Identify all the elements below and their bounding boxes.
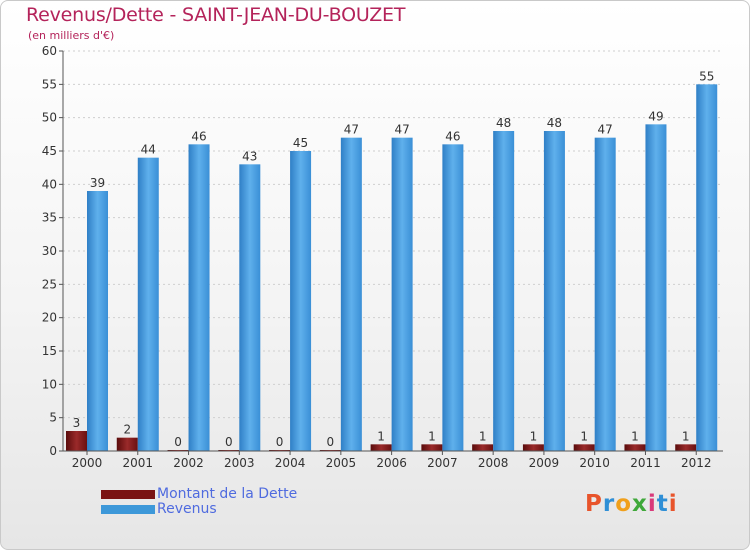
bar-revenus: [645, 124, 667, 451]
data-label-revenus: 47: [598, 123, 613, 137]
bar-revenus: [188, 144, 210, 452]
bar-revenus: [442, 144, 464, 452]
data-label-revenus: 48: [547, 116, 562, 130]
y-tick-label: 5: [49, 411, 57, 425]
chart-title: Revenus/Dette - SAINT-JEAN-DU-BOUZET: [26, 4, 406, 26]
y-tick-label: 50: [42, 111, 57, 125]
y-tick-label: 25: [42, 277, 57, 291]
data-label-revenus: 47: [344, 123, 359, 137]
data-label-dette: 2: [123, 423, 131, 437]
data-label-revenus: 49: [648, 109, 663, 123]
bar-revenus: [239, 164, 261, 452]
logo-letter: r: [602, 491, 616, 517]
legend-item-revenus: Revenus: [101, 502, 297, 517]
data-label-dette: 1: [530, 429, 538, 443]
chart-subtitle: (en milliers d'€): [28, 29, 115, 42]
data-label-revenus: 43: [242, 149, 257, 163]
bar-revenus: [493, 131, 515, 451]
bar-dette: [624, 444, 646, 451]
data-label-dette: 1: [428, 429, 436, 443]
bar-dette: [66, 431, 87, 451]
data-label-dette: 0: [174, 435, 182, 449]
bar-revenus: [290, 151, 312, 451]
bar-dette: [421, 444, 443, 451]
x-tick-label: 2001: [122, 456, 153, 470]
x-tick-label: 2007: [427, 456, 458, 470]
legend: Montant de la Dette Revenus: [101, 487, 297, 517]
bar-revenus: [543, 131, 565, 451]
data-label-dette: 1: [580, 429, 588, 443]
x-tick-label: 2012: [681, 456, 712, 470]
bar-revenus: [87, 191, 108, 451]
y-tick-label: 15: [42, 344, 57, 358]
data-label-dette: 1: [631, 429, 639, 443]
bar-revenus: [696, 84, 718, 451]
legend-swatch-revenus: [101, 505, 155, 514]
bar-dette: [370, 444, 392, 451]
legend-item-dette: Montant de la Dette: [101, 487, 297, 502]
y-tick-label: 35: [42, 211, 57, 225]
bar-revenus: [340, 137, 362, 451]
legend-label-revenus: Revenus: [157, 501, 217, 517]
x-tick-label: 2003: [224, 456, 255, 470]
proxiti-logo: Proxiti: [585, 491, 678, 517]
data-label-dette: 1: [682, 429, 690, 443]
x-tick-label: 2009: [529, 456, 560, 470]
x-tick-label: 2000: [72, 456, 103, 470]
x-tick-label: 2005: [326, 456, 357, 470]
legend-swatch-dette: [101, 490, 155, 499]
bar-dette: [116, 437, 138, 451]
data-label-dette: 0: [327, 435, 335, 449]
data-label-dette: 0: [225, 435, 233, 449]
x-tick-label: 2011: [630, 456, 661, 470]
y-tick-label: 55: [42, 77, 57, 91]
bar-revenus: [594, 137, 616, 451]
x-tick-label: 2008: [478, 456, 509, 470]
data-label-dette: 1: [377, 429, 385, 443]
data-label-revenus: 48: [496, 116, 511, 130]
bar-dette: [675, 444, 697, 451]
data-label-dette: 0: [276, 435, 284, 449]
logo-letter: i: [668, 491, 678, 517]
logo-letter: o: [615, 491, 633, 517]
bar-revenus: [137, 157, 159, 451]
logo-letter: x: [632, 491, 648, 517]
data-label-dette: 3: [73, 416, 81, 430]
y-tick-label: 20: [42, 311, 57, 325]
bar-dette: [522, 444, 544, 451]
data-label-revenus: 47: [394, 123, 409, 137]
y-tick-label: 45: [42, 144, 57, 158]
data-label-revenus: 46: [191, 129, 206, 143]
y-tick-label: 40: [42, 177, 57, 191]
data-label-revenus: 45: [293, 136, 308, 150]
bar-dette: [472, 444, 494, 451]
y-tick-label: 60: [42, 44, 57, 58]
data-label-revenus: 46: [445, 129, 460, 143]
logo-letter: P: [585, 491, 603, 517]
y-tick-label: 30: [42, 244, 57, 258]
data-label-revenus: 39: [90, 176, 105, 190]
logo-letter: t: [656, 491, 669, 517]
bar-revenus: [391, 137, 413, 451]
x-tick-label: 2004: [275, 456, 306, 470]
bar-dette: [573, 444, 595, 451]
x-tick-label: 2006: [376, 456, 407, 470]
y-tick-label: 0: [49, 444, 57, 458]
legend-label-dette: Montant de la Dette: [157, 486, 298, 502]
data-label-revenus: 44: [141, 143, 156, 157]
x-tick-label: 2010: [579, 456, 610, 470]
x-tick-label: 2002: [173, 456, 204, 470]
y-tick-label: 10: [42, 377, 57, 391]
data-label-revenus: 55: [699, 69, 714, 83]
logo-letter: i: [647, 491, 657, 517]
data-label-dette: 1: [479, 429, 487, 443]
